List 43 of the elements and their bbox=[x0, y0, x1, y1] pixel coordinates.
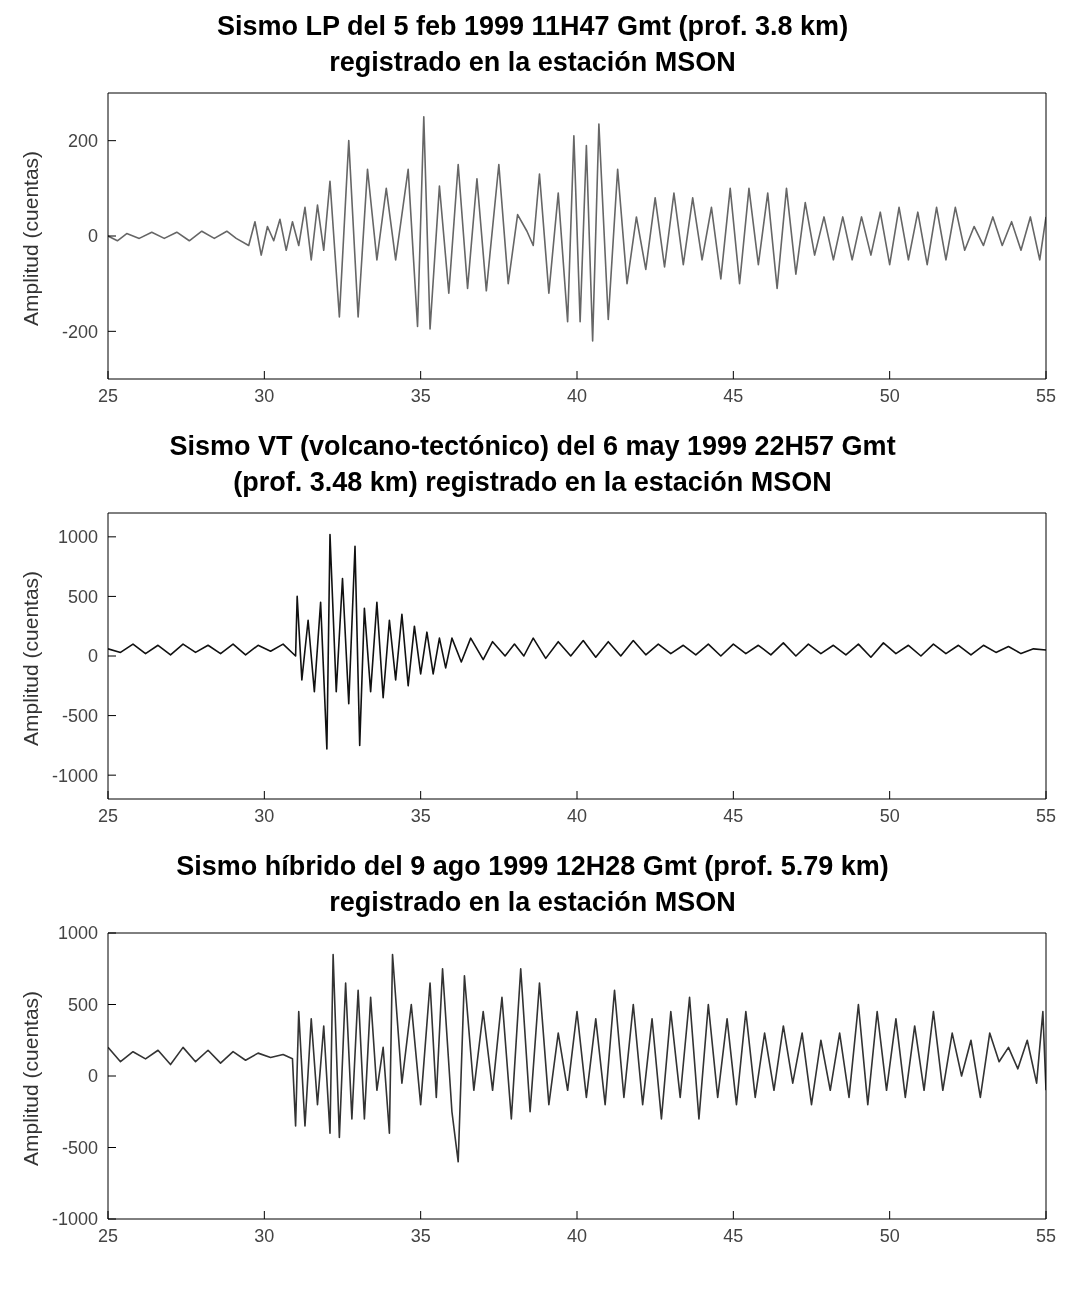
line-series bbox=[108, 533, 1046, 750]
x-tick-label: 30 bbox=[254, 385, 275, 406]
y-tick-label: -500 bbox=[61, 1137, 98, 1158]
chart-title: Sismo VT (volcano-tectónico) del 6 may 1999 22H57 Gmt (prof. 3.48 km) registrado en la estación MSON bbox=[168, 430, 897, 499]
y-tick-label: -1000 bbox=[51, 1209, 98, 1230]
x-tick-label: 55 bbox=[1035, 1225, 1057, 1246]
x-tick-label: 55 bbox=[1035, 805, 1057, 826]
x-tick-label: 40 bbox=[566, 385, 588, 406]
x-tick-label: 35 bbox=[410, 805, 431, 826]
y-tick-label: -200 bbox=[61, 321, 98, 342]
x-tick-label: 25 bbox=[97, 805, 119, 826]
y-tick-label: 500 bbox=[67, 586, 98, 607]
y-tick-label: 0 bbox=[87, 646, 98, 667]
x-tick-label: 55 bbox=[1035, 385, 1057, 406]
y-axis-title: Amplitud (cuentas) bbox=[19, 990, 43, 1166]
x-tick-label: 50 bbox=[879, 385, 900, 406]
x-tick-label: 25 bbox=[97, 385, 119, 406]
x-tick-label: 25 bbox=[97, 1225, 119, 1246]
x-tick-label: 30 bbox=[254, 1225, 275, 1246]
line-series bbox=[108, 953, 1046, 1163]
y-tick-label: -1000 bbox=[51, 765, 98, 786]
y-tick-label: 1000 bbox=[57, 923, 98, 944]
x-tick-label: 45 bbox=[723, 805, 744, 826]
x-tick-label: 35 bbox=[410, 1225, 431, 1246]
y-tick-label: 0 bbox=[87, 226, 98, 247]
chart-title: Sismo LP del 5 feb 1999 11H47 Gmt (prof. 3.8 km) registrado en la estación MSON bbox=[215, 10, 850, 79]
x-tick-label: 45 bbox=[723, 385, 744, 406]
y-tick-label: 0 bbox=[87, 1066, 98, 1087]
line-series bbox=[108, 116, 1046, 342]
x-tick-label: 40 bbox=[566, 1225, 588, 1246]
x-tick-label: 50 bbox=[879, 1225, 900, 1246]
x-tick-label: 45 bbox=[723, 1225, 744, 1246]
x-tick-label: 30 bbox=[254, 805, 275, 826]
x-tick-label: 50 bbox=[879, 805, 900, 826]
y-axis-title: Amplitud (cuentas) bbox=[19, 570, 43, 746]
x-tick-label: 35 bbox=[410, 385, 431, 406]
x-tick-label: 40 bbox=[566, 805, 588, 826]
y-tick-label: 500 bbox=[67, 994, 98, 1015]
chart-title: Sismo híbrido del 9 ago 1999 12H28 Gmt (prof. 5.79 km) registrado en la estación MSON bbox=[175, 850, 890, 919]
y-axis-title: Amplitud (cuentas) bbox=[19, 150, 43, 326]
y-tick-label: 200 bbox=[67, 131, 98, 152]
y-tick-label: 1000 bbox=[57, 527, 98, 548]
y-tick-label: -500 bbox=[61, 705, 98, 726]
